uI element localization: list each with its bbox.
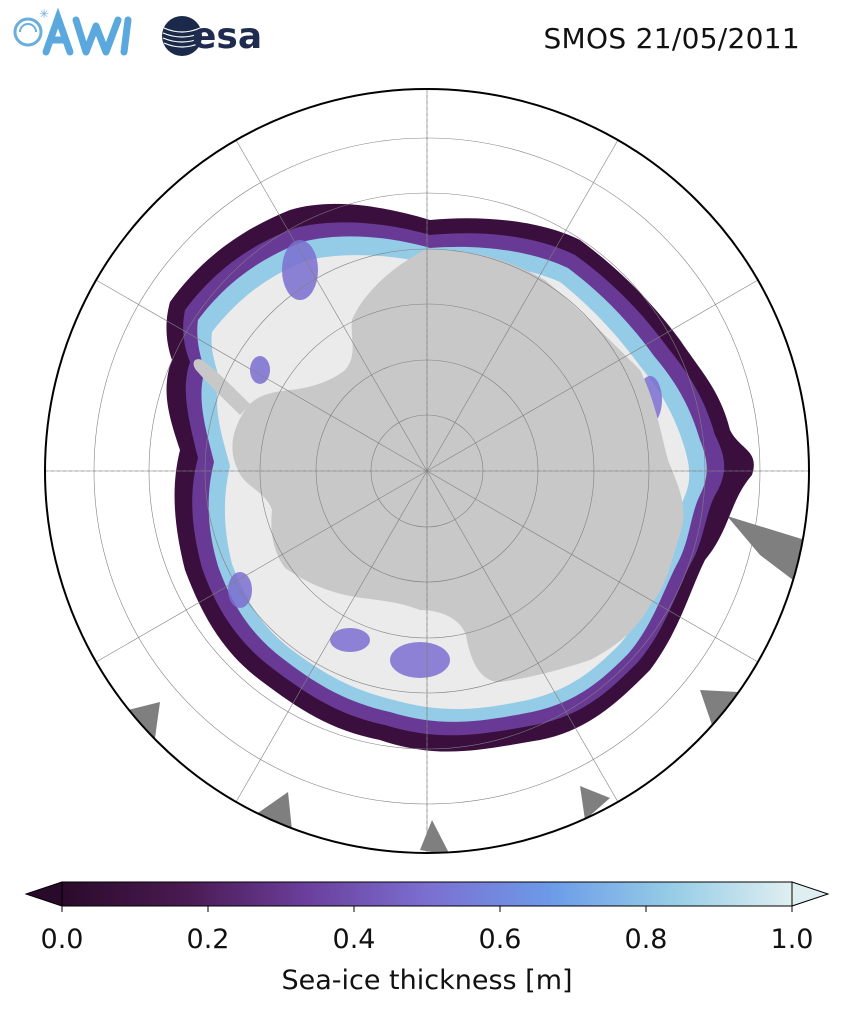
map-panel — [0, 70, 854, 870]
colorbar-tick-label: 0.2 — [186, 924, 230, 955]
colorbar-extend-max — [791, 881, 830, 907]
map-title: SMOS 21/05/2011 — [543, 22, 800, 55]
antarctica-land — [232, 249, 684, 682]
colorbar-tick-label: 0.0 — [40, 924, 84, 955]
awi-logo-mark: ✳ — [13, 7, 132, 56]
awi-logo: ✳ esa — [13, 7, 262, 57]
colorbar-tick-label: 0.6 — [478, 924, 522, 955]
esa-logo-mark: esa — [162, 16, 262, 57]
colorbar-extend-min — [24, 881, 63, 907]
colorbar-tick-label: 1.0 — [770, 924, 814, 955]
missing-data-wedges — [128, 516, 805, 853]
map-boundary — [44, 88, 810, 854]
svg-text:✳: ✳ — [39, 7, 49, 21]
colorbar-label: Sea-ice thickness [m] — [281, 965, 573, 996]
logos: ✳ esa — [6, 6, 316, 66]
colorbar-tick-label: 0.8 — [624, 924, 668, 955]
esa-logo-text: esa — [192, 16, 262, 57]
colorbar-ticks — [61, 906, 793, 912]
colorbar — [0, 872, 854, 1026]
colorbar-graphic — [24, 881, 830, 912]
colorbar-gradient — [61, 881, 793, 907]
polar-map — [44, 88, 810, 854]
axis-dashed-lines — [45, 89, 809, 853]
colorbar-tick-label: 0.4 — [332, 924, 376, 955]
